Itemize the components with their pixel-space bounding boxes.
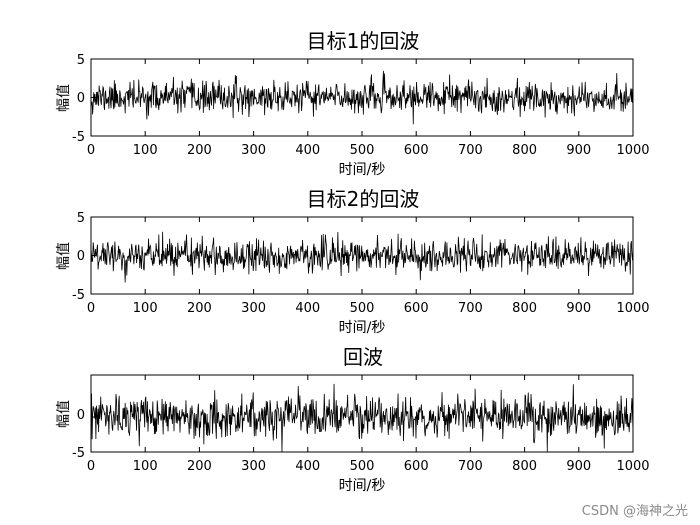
- panel-2-xtick-label: 1000: [616, 301, 649, 316]
- panel-3-ylabel: 幅值: [56, 400, 72, 428]
- panel-3-xtick-label: 500: [350, 459, 375, 474]
- panel-3-xtick-label: 300: [241, 459, 266, 474]
- panel-3-xtick-label: 400: [295, 459, 320, 474]
- panel-3-series-line: [90, 383, 634, 452]
- panel-2-xtick-label: 700: [458, 301, 483, 316]
- panel-2-xtick-label: 100: [133, 301, 158, 316]
- panel-2-xlabel: 时间/秒: [339, 320, 386, 336]
- panel-2-xtick-label: 500: [350, 301, 375, 316]
- panel-1-xtick-label: 0: [87, 143, 95, 158]
- panel-1-ytick-label: 0: [77, 91, 85, 106]
- panel-2-xtick-label: 600: [404, 301, 429, 316]
- panel-3-plot-area: [91, 375, 633, 452]
- panel-2-xtick-label: 200: [187, 301, 212, 316]
- panel-3-xtick-label: 100: [133, 459, 158, 474]
- panel-2-xtick-label: 300: [241, 301, 266, 316]
- panel-1-xtick-label: 800: [512, 143, 537, 158]
- panel-1-xtick-label: 300: [241, 143, 266, 158]
- panel-3-xlabel: 时间/秒: [339, 478, 386, 494]
- panel-2-ytick-label: -5: [72, 288, 85, 303]
- panel-3-xtick-label: 800: [512, 459, 537, 474]
- panel-3-ytick-label: 0: [77, 408, 85, 423]
- panel-2-xtick-label: 900: [566, 301, 591, 316]
- watermark: CSDN @海神之光: [581, 504, 688, 519]
- panel-1-ylabel: 幅值: [56, 84, 72, 112]
- panel-1-series-line: [90, 70, 634, 125]
- panel-3: 回波 0 100 200 300 400 500 600 700 800 900 1000 0 -5…: [56, 345, 650, 494]
- panel-3-xtick-label: 0: [87, 459, 95, 474]
- panel-1-xtick-label: 400: [295, 143, 320, 158]
- panel-2-xtick-label: 400: [295, 301, 320, 316]
- panel-2-series-line: [90, 231, 634, 283]
- panel-1-title: 目标1的回波: [307, 29, 420, 53]
- panel-1-xtick-label: 900: [566, 143, 591, 158]
- panel-1-xlabel: 时间/秒: [339, 162, 386, 178]
- panel-1-xtick-label: 500: [350, 143, 375, 158]
- panel-1-xtick-label: 600: [404, 143, 429, 158]
- panel-2-title: 目标2的回波: [307, 187, 420, 211]
- panel-1-xtick-label: 100: [133, 143, 158, 158]
- panel-2-ylabel: 幅值: [56, 242, 72, 270]
- panel-2: 目标2的回波 0 100 200 300 400 500 600 700 800 900 1000 …: [56, 187, 650, 336]
- panel-2-xtick-label: 800: [512, 301, 537, 316]
- panel-1-xtick-label: 1000: [616, 143, 649, 158]
- panel-1: 目标1的回波 0 100 200 300 400 500 600 700 800 900 1000 …: [56, 29, 650, 178]
- panel-1-ytick-label: 5: [77, 53, 85, 68]
- panel-3-xtick-label: 200: [187, 459, 212, 474]
- panel-3-xtick-label: 900: [566, 459, 591, 474]
- panel-3-ytick-label: -5: [72, 446, 85, 461]
- panel-2-ytick-label: 5: [77, 211, 85, 226]
- panel-3-title: 回波: [343, 345, 383, 369]
- panel-2-ytick-label: 0: [77, 249, 85, 264]
- panel-1-ytick-label: -5: [72, 130, 85, 145]
- panel-1-xtick-label: 700: [458, 143, 483, 158]
- panel-3-xtick-label: 1000: [616, 459, 649, 474]
- panel-2-xtick-label: 0: [87, 301, 95, 316]
- panel-1-xtick-label: 200: [187, 143, 212, 158]
- panel-3-xtick-label: 600: [404, 459, 429, 474]
- panel-3-xtick-label: 700: [458, 459, 483, 474]
